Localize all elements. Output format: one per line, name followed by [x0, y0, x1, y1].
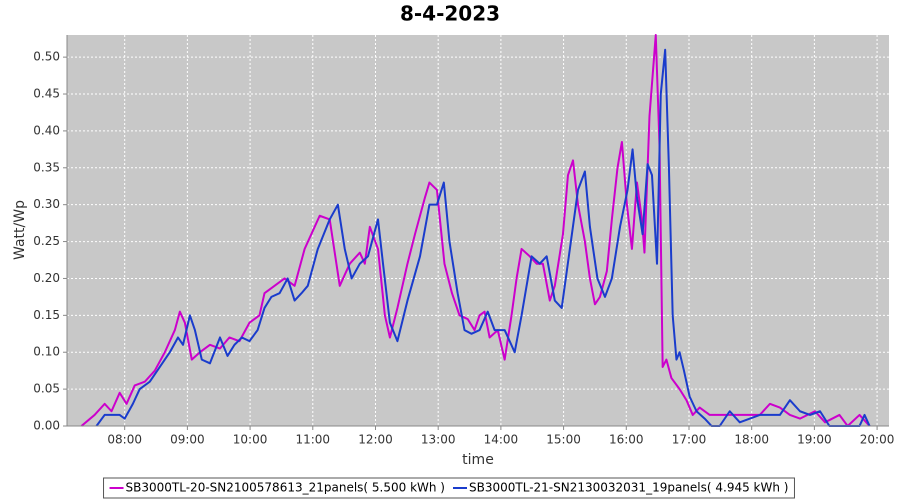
grid — [67, 35, 889, 427]
y-tick-label: 0.15 — [33, 308, 60, 322]
x-axis-label: time — [462, 452, 494, 468]
y-tick-label: 0.00 — [33, 419, 60, 433]
chart-title: 8-4-2023 — [400, 2, 500, 26]
x-tick-label: 14:00 — [484, 433, 519, 447]
y-tick-label: 0.40 — [33, 123, 60, 137]
legend-label: SB3000TL-21-SN2130032031_19panels( 4.945… — [469, 481, 788, 495]
x-tick-label: 13:00 — [421, 433, 456, 447]
plot-background — [67, 35, 889, 426]
x-tick-label: 11:00 — [295, 433, 330, 447]
y-tick-label: 0.45 — [33, 87, 60, 101]
y-tick-label: 0.25 — [33, 234, 60, 248]
lines — [80, 34, 871, 427]
x-tick-label: 08:00 — [107, 433, 142, 447]
y-axis-label: Watt/Wp — [12, 200, 28, 260]
y-tick-label: 0.05 — [33, 382, 60, 396]
x-tick-label: 17:00 — [672, 433, 707, 447]
series-line — [95, 48, 871, 427]
legend — [103, 477, 795, 499]
y-tick-label: 0.20 — [33, 271, 60, 285]
x-tick-label: 15:00 — [546, 433, 581, 447]
x-tick-label: 18:00 — [734, 433, 769, 447]
y-tick-label: 0.10 — [33, 345, 60, 359]
y-tick-label: 0.30 — [33, 197, 60, 211]
x-tick-label: 12:00 — [358, 433, 393, 447]
y-tick-label: 0.35 — [33, 160, 60, 174]
x-tick-label: 20:00 — [860, 433, 895, 447]
x-tick-label: 10:00 — [233, 433, 268, 447]
x-tick-label: 09:00 — [170, 433, 205, 447]
x-tick-label: 19:00 — [797, 433, 832, 447]
y-tick-label: 0.50 — [33, 50, 60, 64]
series-line — [80, 34, 871, 427]
legend-label: SB3000TL-20-SN2100578613_21panels( 5.500… — [126, 481, 445, 495]
x-tick-label: 16:00 — [609, 433, 644, 447]
